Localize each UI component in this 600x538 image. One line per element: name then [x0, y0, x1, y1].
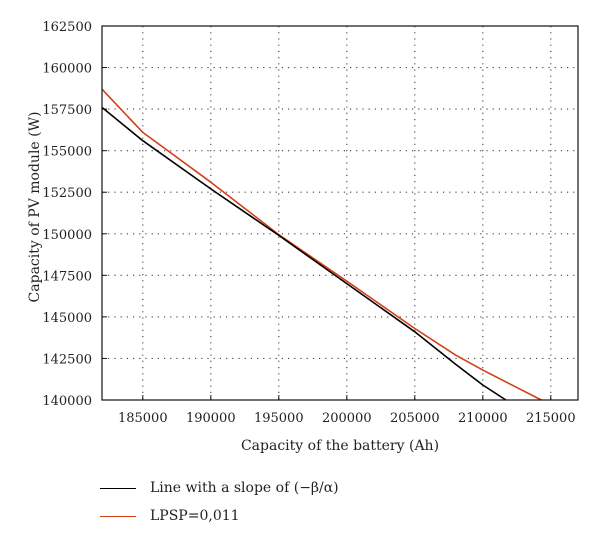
legend-item-red-line: LPSP=0,011	[100, 502, 339, 530]
y-tick-label: 147500	[42, 269, 92, 284]
y-tick-labels: 140000 142500 145000 147500 150000 152500 1550…	[42, 20, 92, 409]
legend-label-red: LPSP=0,011	[150, 508, 240, 524]
y-tick-label: 155000	[42, 145, 92, 160]
x-tick-label: 205000	[390, 411, 440, 426]
legend-swatch-black	[100, 487, 136, 489]
y-tick-label: 162500	[42, 20, 92, 35]
legend-label-black: Line with a slope of (−β/α)	[150, 480, 339, 496]
y-tick-label: 152500	[42, 186, 92, 201]
legend: Line with a slope of (−β/α) LPSP=0,011	[100, 474, 339, 530]
x-tick-label: 195000	[254, 411, 304, 426]
x-tick-label: 190000	[186, 411, 236, 426]
y-tick-label: 140000	[42, 394, 92, 409]
legend-swatch-red	[100, 515, 136, 517]
legend-item-black-line: Line with a slope of (−β/α)	[100, 474, 339, 502]
y-axis-title: Capacity of PV module (W)	[27, 112, 43, 303]
x-tick-label: 215000	[526, 411, 576, 426]
y-tick-label: 150000	[42, 228, 92, 243]
x-axis-title: Capacity of the battery (Ah)	[241, 438, 439, 454]
x-tick-label: 200000	[322, 411, 372, 426]
plot-frame	[101, 25, 579, 401]
y-tick-label: 157500	[42, 103, 92, 118]
x-tick-label: 210000	[458, 411, 508, 426]
x-tick-labels: 185000 190000 195000 200000 205000 210000 2150…	[118, 411, 576, 426]
grid	[102, 26, 578, 400]
y-tick-label: 142500	[42, 352, 92, 367]
series-line-red	[101, 88, 542, 401]
tick-marks	[102, 25, 552, 401]
y-tick-label: 160000	[42, 62, 92, 77]
series-lines	[101, 88, 542, 401]
series-line-black	[101, 106, 507, 401]
x-tick-label: 185000	[118, 411, 168, 426]
y-tick-label: 145000	[42, 311, 92, 326]
